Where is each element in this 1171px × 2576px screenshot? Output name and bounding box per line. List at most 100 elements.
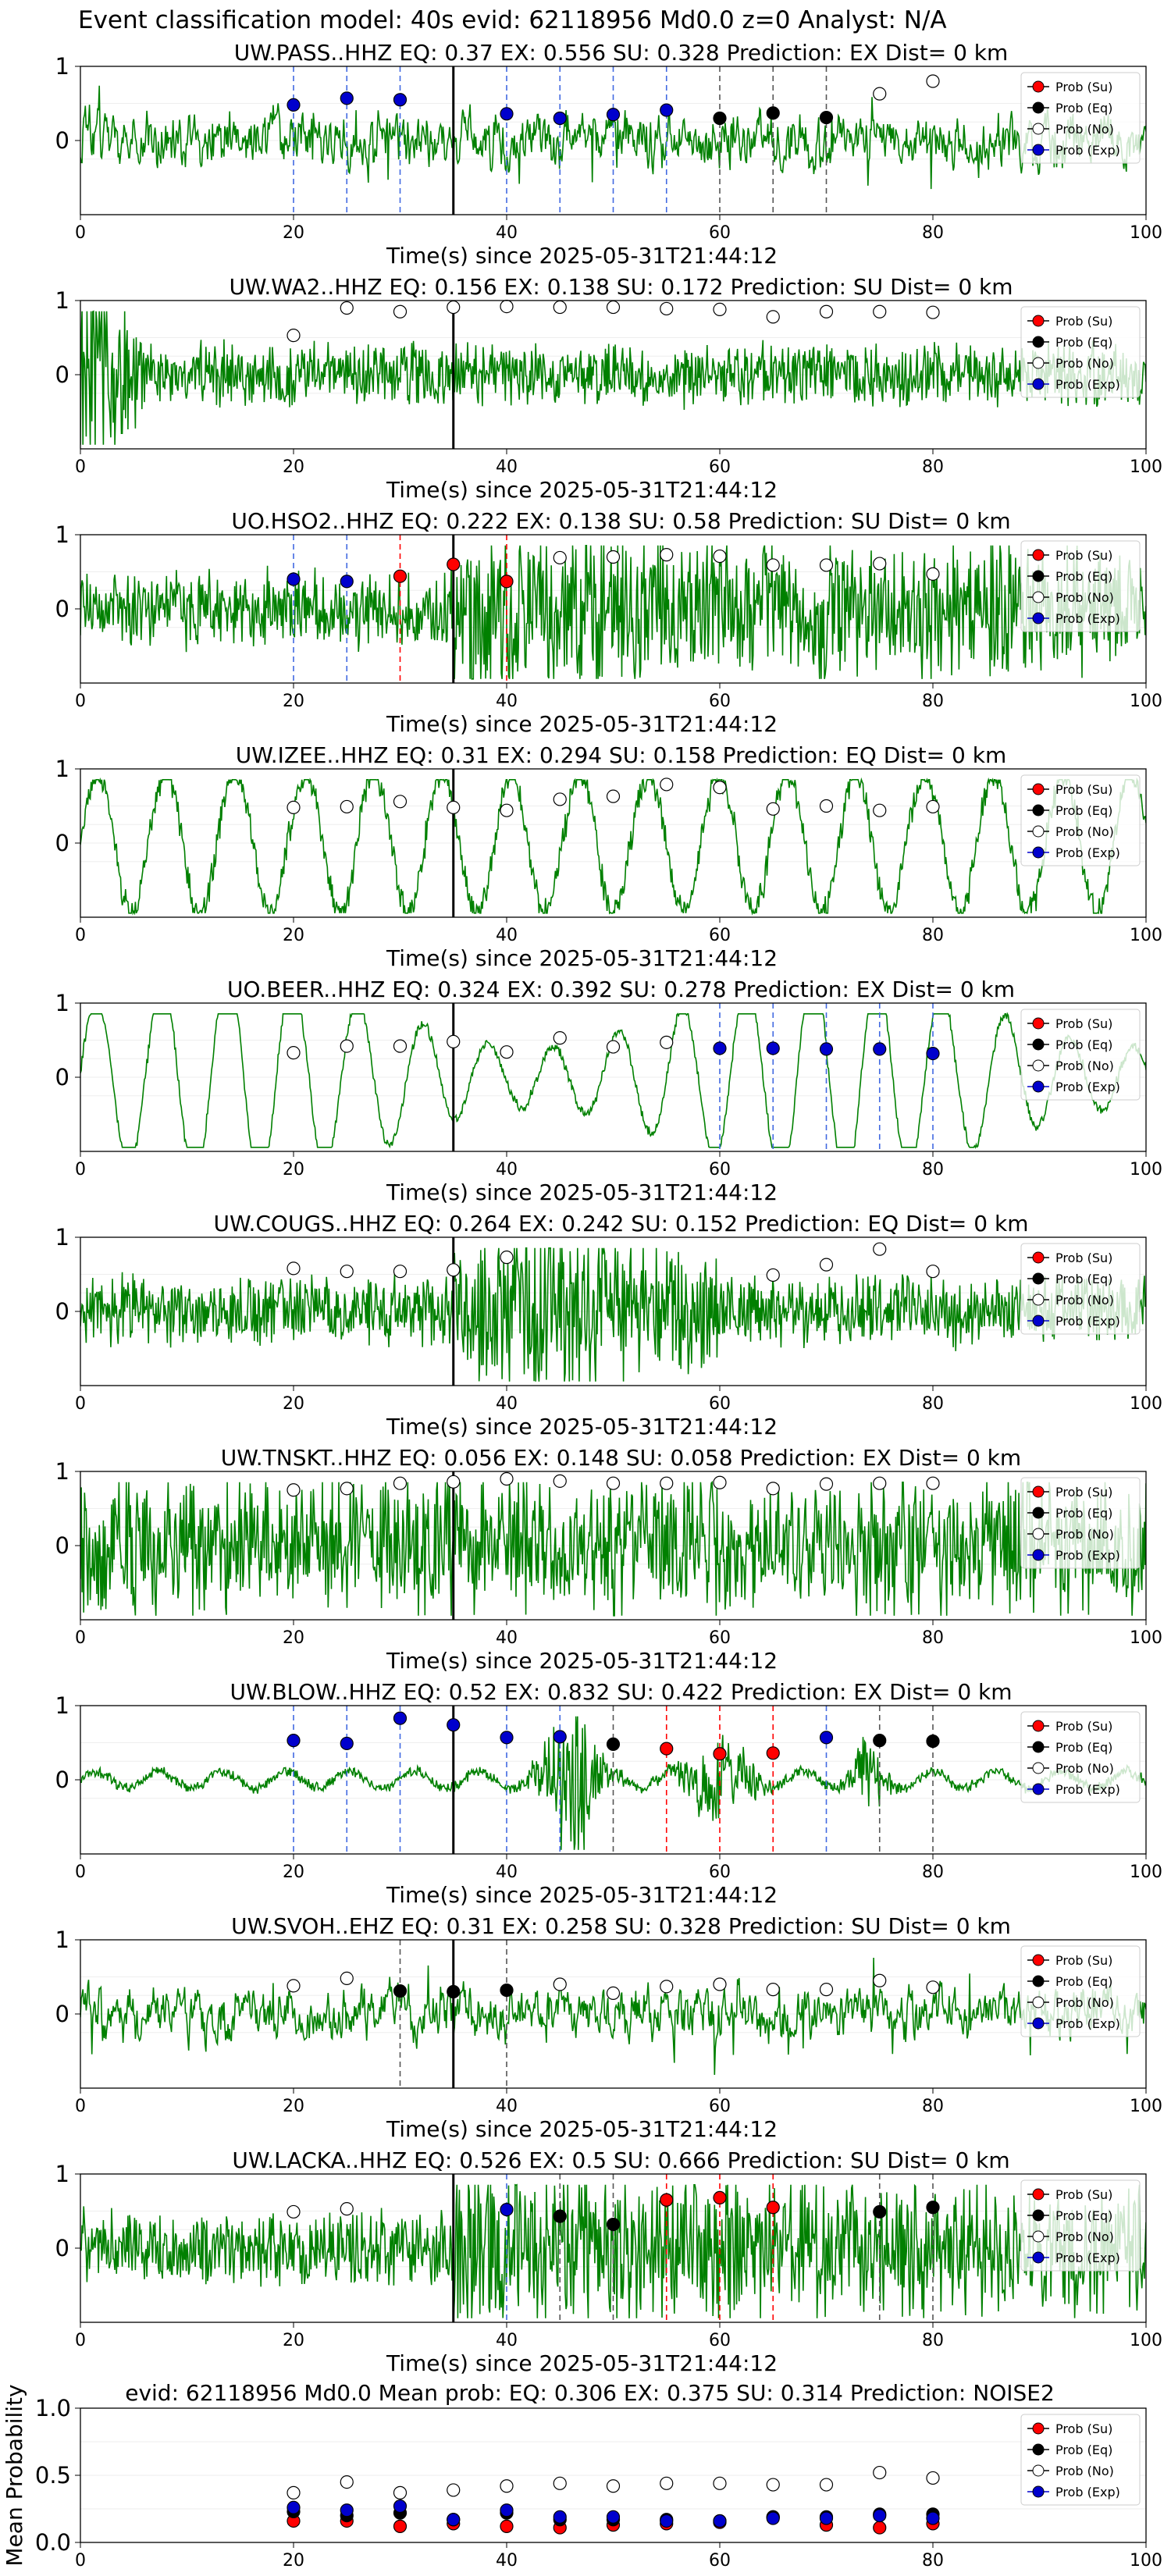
legend-label: Prob (No): [1055, 1059, 1114, 1073]
x-tick-label: 80: [922, 457, 944, 477]
legend-marker-su: [1032, 315, 1045, 327]
prob-point-exp: [340, 575, 354, 589]
legend-label: Prob (No): [1055, 1761, 1114, 1776]
prob-point-no: [926, 305, 940, 319]
panel-title: UW.LACKA..HHZ EQ: 0.526 EX: 0.5 SU: 0.66…: [232, 2147, 1009, 2173]
legend-box: [1020, 540, 1141, 632]
mean-point-no: [287, 2485, 301, 2500]
x-tick-label: 60: [709, 223, 731, 243]
legend-marker-exp: [1032, 846, 1045, 859]
legend-marker-exp: [1032, 2251, 1045, 2264]
prob-point-no: [660, 1980, 674, 1994]
x-tick-label: 80: [922, 926, 944, 945]
legend-box: [1020, 306, 1141, 398]
y-tick-label: 0: [55, 830, 69, 856]
prob-point-no: [606, 1476, 621, 1490]
legend-label: Prob (Su): [1055, 2421, 1112, 2436]
mean-point-exp: [766, 2511, 780, 2525]
x-tick-label: 60: [709, 2551, 731, 2571]
y-tick-label: 1: [55, 756, 69, 782]
panel-title: evid: 62118956 Md0.0 Mean prob: EQ: 0.30…: [125, 2380, 1055, 2406]
panel-title: UO.BEER..HHZ EQ: 0.324 EX: 0.392 SU: 0.2…: [227, 977, 1015, 1002]
x-tick-label: 0: [75, 926, 86, 945]
legend-marker-su: [1032, 80, 1045, 93]
legend-label: Prob (Eq): [1055, 1272, 1112, 1286]
prob-point-no: [393, 795, 408, 809]
x-axis-label: Time(s) since 2025-05-31T21:44:12: [386, 1414, 778, 1439]
legend-marker-exp: [1032, 144, 1045, 156]
prob-point-exp: [819, 1731, 834, 1745]
y-tick-label: 0: [55, 2001, 69, 2027]
prob-point-no: [606, 1986, 621, 2000]
x-tick-label: 40: [496, 926, 518, 945]
y-tick-label: 1: [55, 53, 69, 80]
legend-label: Prob (Su): [1055, 80, 1112, 94]
legend-marker-eq: [1032, 1741, 1045, 1753]
prob-point-no: [500, 1045, 514, 1059]
prob-point-eq: [819, 110, 834, 125]
prob-point-no: [447, 300, 461, 315]
legend-marker-exp: [1032, 2017, 1045, 2030]
x-tick-label: 0: [75, 2551, 86, 2571]
y-tick-label: 1: [55, 1224, 69, 1251]
waveform-trace: [80, 1480, 1146, 1617]
legend-box: [1020, 1243, 1141, 1335]
y-tick-label: 0: [55, 1767, 69, 1793]
prob-point-no: [819, 304, 834, 318]
x-tick-label: 20: [283, 692, 304, 711]
prob-point-no: [713, 781, 727, 795]
legend-label: Prob (Exp): [1055, 2485, 1120, 2500]
x-tick-label: 100: [1130, 1628, 1162, 1648]
prob-point-no: [713, 1475, 727, 1489]
legend-marker-no: [1032, 1293, 1045, 1306]
prob-point-no: [287, 2204, 301, 2219]
prob-point-no: [340, 1039, 354, 1053]
waveform-trace: [80, 1247, 1146, 1382]
prob-point-exp: [287, 1734, 301, 1748]
prob-point-no: [606, 1040, 621, 1054]
y-tick-label: 0.0: [35, 2529, 71, 2556]
prob-point-no: [873, 803, 887, 817]
prob-point-eq: [500, 1984, 514, 1998]
prob-point-su: [500, 575, 514, 589]
y-tick-label: 1: [55, 1692, 69, 1719]
prob-point-exp: [819, 1042, 834, 1056]
prob-point-no: [873, 1242, 887, 1256]
panel-title: UW.WA2..HHZ EQ: 0.156 EX: 0.138 SU: 0.17…: [229, 274, 1013, 300]
legend-marker-su: [1032, 549, 1045, 561]
prob-point-no: [766, 1268, 780, 1283]
mean-point-no: [873, 2465, 887, 2480]
x-tick-label: 20: [283, 2551, 304, 2571]
mean-point-exp: [340, 2503, 354, 2517]
prob-point-eq: [766, 106, 780, 120]
mean-point-no: [606, 2479, 621, 2493]
prob-point-no: [553, 1474, 567, 1488]
prob-point-su: [447, 557, 461, 571]
x-tick-label: 100: [1130, 457, 1162, 477]
legend-box: [1020, 1945, 1141, 2037]
x-tick-label: 20: [283, 2097, 304, 2116]
prob-point-no: [447, 1263, 461, 1277]
prob-point-no: [766, 1482, 780, 1496]
prob-point-no: [287, 329, 301, 343]
mean-point-exp: [660, 2514, 674, 2528]
prob-point-no: [873, 1476, 887, 1490]
legend-label: Prob (Exp): [1055, 845, 1120, 860]
legend-marker-su: [1032, 1251, 1045, 1264]
legend-label: Prob (Exp): [1055, 1314, 1120, 1329]
mean-point-su: [500, 2519, 514, 2533]
legend-marker-no: [1032, 2464, 1045, 2477]
x-tick-label: 80: [922, 1628, 944, 1648]
legend-label: Prob (No): [1055, 1527, 1114, 1542]
x-tick-label: 80: [922, 692, 944, 711]
legend-box: [1020, 2414, 1141, 2506]
prob-point-exp: [606, 108, 621, 122]
legend-box: [1020, 1711, 1141, 1803]
legend-label: Prob (Exp): [1055, 2016, 1120, 2031]
prob-point-no: [660, 548, 674, 562]
x-tick-label: 20: [283, 223, 304, 243]
prob-point-no: [447, 800, 461, 815]
legend-marker-no: [1032, 1996, 1045, 2008]
prob-point-no: [819, 558, 834, 572]
legend-label: Prob (No): [1055, 2464, 1114, 2478]
